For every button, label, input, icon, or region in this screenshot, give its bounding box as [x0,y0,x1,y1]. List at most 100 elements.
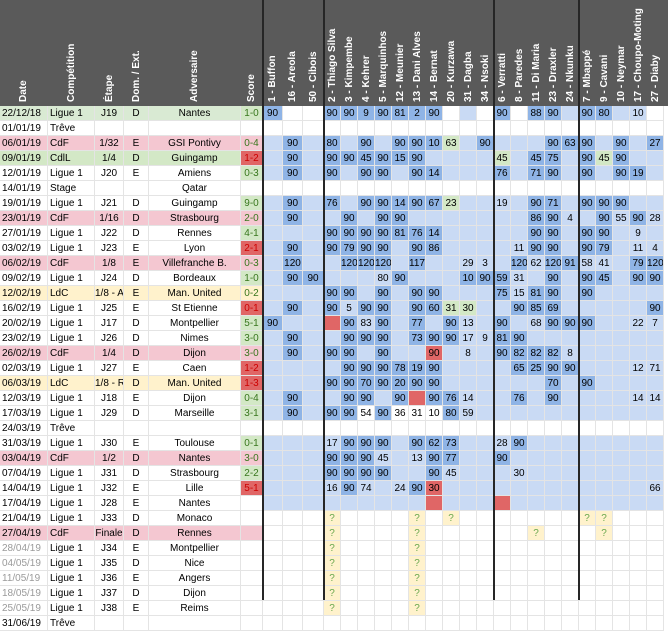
table-cell[interactable] [341,121,358,136]
table-cell[interactable] [443,106,460,121]
table-cell[interactable]: 90 [443,331,460,346]
table-cell[interactable]: 120 [375,256,392,271]
table-cell[interactable]: Toulouse [149,436,241,451]
table-cell[interactable]: Guingamp [149,196,241,211]
table-cell[interactable] [562,286,579,301]
table-cell[interactable]: 90 [409,136,426,151]
table-cell[interactable]: Qatar [149,181,241,196]
table-cell[interactable] [324,391,341,406]
table-cell[interactable]: 90 [358,436,375,451]
table-cell[interactable] [630,406,647,421]
table-cell[interactable]: 120 [545,256,562,271]
table-cell[interactable]: 90 [579,151,596,166]
table-cell[interactable] [409,211,426,226]
table-cell[interactable] [303,406,324,421]
table-cell[interactable] [375,616,392,631]
table-cell[interactable]: 120 [358,256,375,271]
table-cell[interactable] [528,391,545,406]
table-cell[interactable] [579,571,596,586]
table-cell[interactable]: J31 [95,466,124,481]
table-cell[interactable]: CdlL [48,151,95,166]
table-cell[interactable]: Ligue 1 [48,556,95,571]
table-cell[interactable]: 31 [443,301,460,316]
table-cell[interactable]: 06/01/19 [0,136,48,151]
table-cell[interactable]: Villefranche B. [149,256,241,271]
table-cell[interactable] [324,211,341,226]
table-cell[interactable] [358,586,375,601]
table-cell[interactable]: Ligue 1 [48,586,95,601]
table-cell[interactable] [241,541,263,556]
table-cell[interactable]: ? [324,601,341,616]
table-cell[interactable]: 76 [324,196,341,211]
table-cell[interactable]: 86 [528,211,545,226]
table-cell[interactable]: 02/03/19 [0,361,48,376]
table-cell[interactable]: 1/4 [95,151,124,166]
table-cell[interactable] [283,511,303,526]
table-cell[interactable]: Ligue 1 [48,166,95,181]
table-cell[interactable] [511,166,528,181]
table-cell[interactable] [303,331,324,346]
table-cell[interactable]: Trêve [48,616,95,631]
table-cell[interactable]: Finale [95,526,124,541]
table-cell[interactable] [630,376,647,391]
table-cell[interactable] [241,121,263,136]
table-cell[interactable] [324,361,341,376]
table-cell[interactable] [528,451,545,466]
table-cell[interactable] [477,106,494,121]
table-cell[interactable] [375,556,392,571]
table-cell[interactable] [375,496,392,511]
table-cell[interactable] [303,421,324,436]
table-cell[interactable] [358,601,375,616]
table-cell[interactable] [647,601,664,616]
table-cell[interactable]: 73 [409,331,426,346]
table-cell[interactable]: 90 [375,106,392,121]
table-cell[interactable]: Man. United [149,286,241,301]
table-cell[interactable] [95,181,124,196]
table-cell[interactable]: Ligue 1 [48,391,95,406]
table-cell[interactable] [303,541,324,556]
table-cell[interactable] [303,361,324,376]
table-cell[interactable]: 5 [341,301,358,316]
table-cell[interactable]: Trêve [48,121,95,136]
table-cell[interactable] [95,616,124,631]
table-cell[interactable] [443,361,460,376]
table-cell[interactable]: 71 [647,361,664,376]
table-cell[interactable]: 90 [613,196,630,211]
table-cell[interactable]: 1-0 [241,271,263,286]
table-cell[interactable]: 18/05/19 [0,586,48,601]
table-cell[interactable] [647,226,664,241]
table-cell[interactable]: 10 [630,106,647,121]
table-cell[interactable] [630,421,647,436]
table-cell[interactable] [630,136,647,151]
table-cell[interactable] [579,496,596,511]
table-cell[interactable]: 120 [647,256,664,271]
table-cell[interactable]: J36 [95,571,124,586]
table-cell[interactable]: 90 [375,331,392,346]
table-cell[interactable] [263,136,283,151]
table-cell[interactable] [263,181,283,196]
table-cell[interactable]: 09/01/19 [0,151,48,166]
table-cell[interactable] [460,466,477,481]
table-cell[interactable]: 19/01/19 [0,196,48,211]
table-cell[interactable] [443,211,460,226]
table-cell[interactable] [562,331,579,346]
table-cell[interactable] [511,421,528,436]
table-cell[interactable] [562,496,579,511]
table-cell[interactable] [263,271,283,286]
table-cell[interactable] [545,571,562,586]
table-cell[interactable] [562,241,579,256]
table-cell[interactable] [511,226,528,241]
table-cell[interactable]: 45 [596,151,613,166]
table-cell[interactable]: D [124,211,149,226]
table-cell[interactable]: 90 [545,391,562,406]
table-cell[interactable] [392,316,409,331]
table-cell[interactable] [647,511,664,526]
table-cell[interactable]: 17/04/19 [0,496,48,511]
table-cell[interactable]: Ligue 1 [48,331,95,346]
table-cell[interactable] [409,121,426,136]
table-cell[interactable]: 90 [341,451,358,466]
table-cell[interactable]: 8 [562,346,579,361]
table-cell[interactable]: J38 [95,601,124,616]
table-cell[interactable] [443,166,460,181]
table-cell[interactable]: 90 [358,166,375,181]
